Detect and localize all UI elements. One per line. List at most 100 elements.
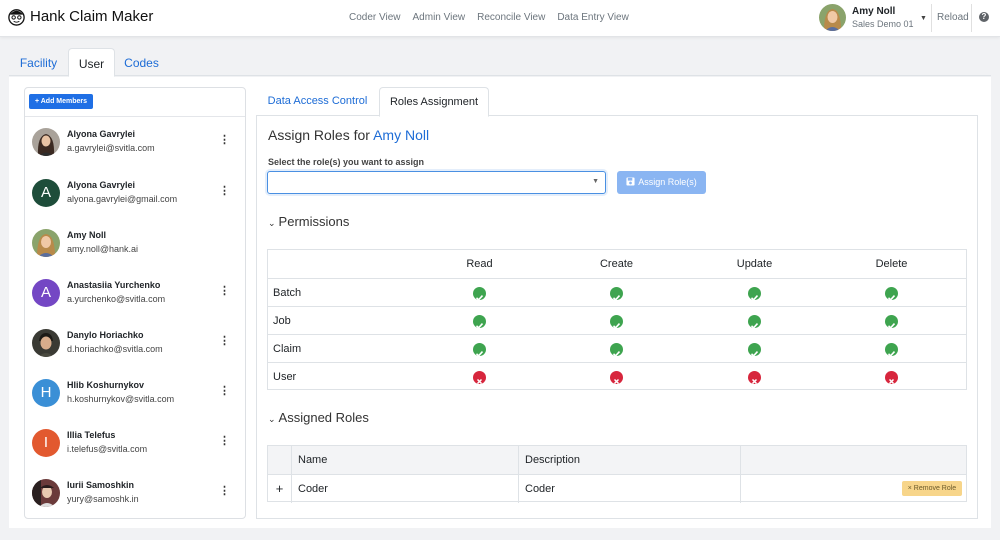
x-circle-icon [748, 370, 761, 384]
chevron-down-icon: ⌄ [268, 414, 276, 424]
user-menu-caret-icon[interactable]: ▼ [920, 15, 927, 22]
remove-role-button[interactable]: × Remove Role [902, 481, 962, 496]
column-header: Description [518, 446, 740, 474]
column-header: Update [736, 258, 773, 270]
member-name: Anastasiia Yurchenko [67, 280, 161, 290]
nav-data-entry-view[interactable]: Data Entry View [557, 12, 629, 23]
permission-resource: Job [273, 315, 291, 327]
brand[interactable]: Hank Claim Maker [7, 7, 153, 26]
more-options-icon[interactable]: ⋮ [219, 435, 230, 447]
table-row: Batch [268, 278, 966, 306]
help-icon[interactable]: ? [979, 12, 989, 22]
more-options-icon[interactable]: ⋮ [219, 185, 230, 197]
member-email: yury@samoshk.in [67, 494, 139, 504]
more-options-icon[interactable]: ⋮ [219, 485, 230, 497]
more-options-icon[interactable]: ⋮ [219, 385, 230, 397]
expand-row-icon[interactable]: + [275, 481, 284, 496]
assign-roles-button[interactable]: Assign Role(s) [617, 171, 706, 194]
tab-user[interactable]: User [68, 48, 115, 77]
check-circle-icon [473, 286, 486, 301]
table-row: User [268, 362, 966, 390]
member-email: h.koshurnykov@svitla.com [67, 394, 175, 404]
member-avatar: I [32, 429, 60, 457]
member-item[interactable]: I Illia Telefus i.telefus@svitla.com ⋮ [25, 429, 245, 479]
member-item[interactable]: Amy Noll amy.noll@hank.ai [25, 229, 245, 279]
check-circle-icon [473, 342, 486, 357]
tab-codes[interactable]: Codes [124, 56, 159, 70]
tab-facility[interactable]: Facility [19, 56, 58, 70]
tab-roles-assignment[interactable]: Roles Assignment [379, 87, 489, 117]
permissions-table: Read Create Update Delete Batch Job Clai… [267, 249, 967, 390]
user-avatar [819, 4, 846, 31]
user-content-panel: + Add Members Alyona Gavrylei a.gavrylei… [9, 77, 991, 528]
add-members-button[interactable]: + Add Members [29, 94, 93, 109]
member-avatar: A [32, 279, 60, 307]
role-select[interactable]: ▼ [267, 171, 606, 194]
chevron-down-icon: ⌄ [268, 218, 276, 228]
hank-logo-icon [8, 9, 25, 26]
member-name: Iurii Samoshkin [67, 480, 135, 490]
role-name: Coder [291, 475, 518, 503]
tab-data-access-control[interactable]: Data Access Control [267, 95, 368, 107]
column-header: Name [291, 446, 518, 474]
more-options-icon[interactable]: ⋮ [219, 134, 230, 146]
member-email: a.yurchenko@svitla.com [67, 294, 166, 304]
column-header: Read [466, 258, 493, 270]
member-name: Amy Noll [67, 230, 107, 240]
column-header: Create [599, 258, 634, 270]
table-header: Name Description [268, 446, 966, 474]
permission-resource: User [273, 371, 297, 383]
more-options-icon[interactable]: ⋮ [219, 285, 230, 297]
member-email: i.telefus@svitla.com [67, 444, 148, 454]
check-circle-icon [610, 342, 623, 357]
member-name: Illia Telefus [67, 430, 116, 440]
nav-coder-view[interactable]: Coder View [349, 12, 401, 23]
save-icon [626, 177, 635, 186]
current-user-name: Amy Noll [852, 6, 896, 17]
member-email: amy.noll@hank.ai [67, 244, 139, 254]
more-options-icon[interactable]: ⋮ [219, 335, 230, 347]
user-menu[interactable]: Amy Noll Sales Demo 01 [819, 4, 914, 31]
roles-assignment-panel [256, 115, 978, 519]
assign-roles-title: Assign Roles for Amy Noll [268, 127, 429, 143]
app-title: Hank Claim Maker [30, 8, 154, 25]
permission-resource: Claim [273, 343, 302, 355]
member-avatar [32, 229, 60, 257]
column-header: Delete [875, 258, 908, 270]
permissions-section-toggle[interactable]: ⌄ Permissions [268, 214, 349, 229]
member-item[interactable]: A Alyona Gavrylei alyona.gavrylei@gmail.… [25, 179, 245, 229]
check-circle-icon [885, 286, 898, 301]
table-row: + Coder Coder × Remove Role [268, 474, 966, 503]
members-panel: + Add Members Alyona Gavrylei a.gavrylei… [24, 87, 246, 519]
assign-roles-label: Assign Role(s) [638, 177, 697, 187]
page-tabs: Facility User Codes [9, 48, 991, 77]
role-select-label: Select the role(s) you want to assign [268, 157, 425, 167]
member-item[interactable]: Iurii Samoshkin yury@samoshk.in ⋮ [25, 479, 245, 529]
member-email: d.horiachko@svitla.com [67, 344, 163, 354]
member-item[interactable]: Danylo Horiachko d.horiachko@svitla.com … [25, 329, 245, 379]
assigned-roles-table: Name Description + Coder Coder × Remove … [267, 445, 967, 503]
assigned-roles-title: Assigned Roles [278, 410, 369, 425]
member-name: Alyona Gavrylei [67, 180, 136, 190]
x-circle-icon [473, 370, 486, 384]
member-email: a.gavrylei@svitla.com [67, 143, 155, 153]
member-item[interactable]: Alyona Gavrylei a.gavrylei@svitla.com ⋮ [25, 128, 245, 178]
check-circle-icon [610, 286, 623, 301]
member-avatar [32, 128, 60, 156]
assigned-roles-section-toggle[interactable]: ⌄ Assigned Roles [268, 410, 369, 425]
permission-resource: Batch [273, 287, 302, 299]
assign-user-name: Amy Noll [373, 127, 430, 143]
nav-admin-view[interactable]: Admin View [412, 12, 466, 23]
member-avatar: H [32, 379, 60, 407]
x-circle-icon [610, 370, 623, 384]
table-row: Job [268, 306, 966, 334]
member-item[interactable]: A Anastasiia Yurchenko a.yurchenko@svitl… [25, 279, 245, 329]
reload-button[interactable]: Reload [937, 12, 969, 23]
user-detail-tabs: Data Access Control Roles Assignment [256, 87, 978, 117]
member-item[interactable]: H Hlib Koshurnykov h.koshurnykov@svitla.… [25, 379, 245, 429]
nav-reconcile-view[interactable]: Reconcile View [477, 12, 546, 23]
divider [25, 116, 245, 117]
expand-column-header [268, 446, 291, 474]
divider [931, 4, 932, 32]
check-circle-icon [748, 342, 761, 357]
